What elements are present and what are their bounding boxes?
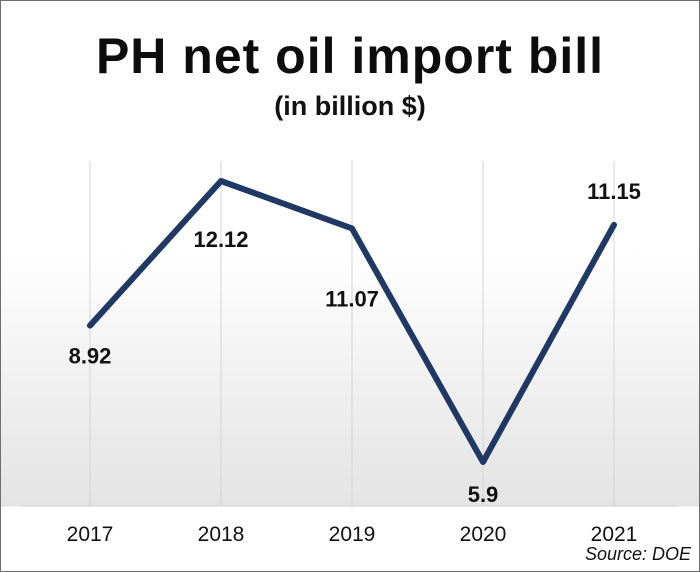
x-tick-label: 2018	[198, 523, 245, 546]
series-line	[87, 178, 617, 465]
data-label-2018: 12.12	[193, 227, 248, 252]
data-label-2020: 5.9	[468, 482, 499, 507]
x-tick-label: 2020	[460, 523, 507, 546]
x-tick-label: 2021	[591, 523, 638, 546]
x-tick-label: 2019	[329, 523, 376, 546]
data-label-2019: 11.07	[325, 286, 379, 311]
data-label-2021: 11.15	[587, 179, 641, 204]
chart-subtitle: (in billion $)	[274, 91, 426, 121]
data-label-2017: 8.92	[69, 344, 112, 369]
x-tick-label: 2017	[67, 523, 114, 546]
chart-title: PH net oil import bill	[95, 28, 605, 84]
source-note: Source: DOE	[584, 544, 691, 564]
